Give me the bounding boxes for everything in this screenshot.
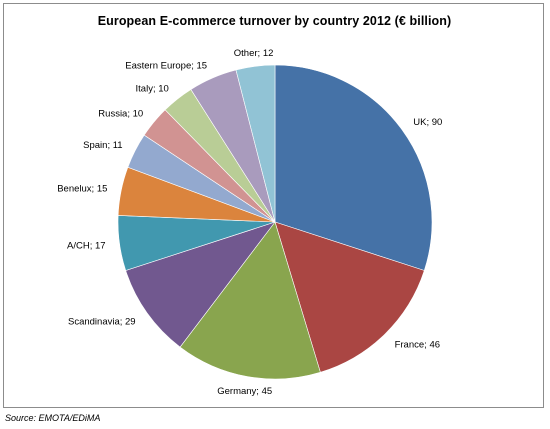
data-label-germany: Germany; 45 <box>217 386 272 397</box>
pie-slice-uk <box>274 64 433 271</box>
data-label-a-ch: A/CH; 17 <box>67 241 106 252</box>
data-label-italy: Italy; 10 <box>136 84 169 95</box>
data-label-eastern-europe: Eastern Europe; 15 <box>125 61 207 72</box>
chart-title: European E-commerce turnover by country … <box>97 14 452 28</box>
data-label-spain: Spain; 11 <box>83 140 122 151</box>
data-label-other: Other; 12 <box>234 48 274 59</box>
pie-slice-germany <box>179 221 321 380</box>
pie-slice-france <box>274 221 425 373</box>
data-label-benelux: Benelux; 15 <box>57 184 107 195</box>
data-label-france: France; 46 <box>395 340 440 351</box>
source-note: Source: EMOTA/EDiMA <box>5 413 101 423</box>
pie-slice-scandinavia <box>125 221 276 348</box>
data-label-scandinavia: Scandinavia; 29 <box>68 317 136 328</box>
pie-chart: UK; 90 France; 46 Germany; 45 Scandinavia; … <box>57 48 442 397</box>
data-label-uk: UK; 90 <box>413 117 442 128</box>
chart-frame: European E-commerce turnover by country … <box>3 3 544 408</box>
data-label-russia: Russia; 10 <box>98 109 143 120</box>
pie-slice-other <box>235 64 276 223</box>
